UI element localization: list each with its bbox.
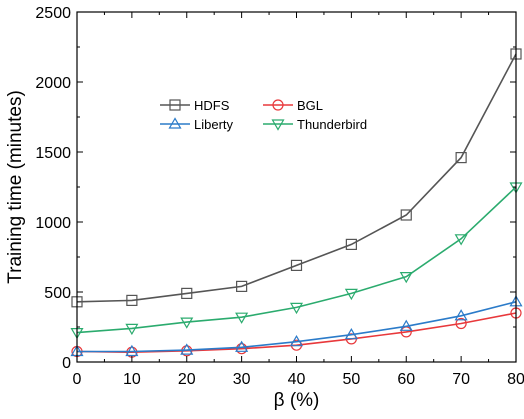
data-point-liberty (289, 335, 304, 347)
series-line-bgl (76, 312, 517, 354)
legend-marker-liberty (168, 117, 182, 129)
x-tick-label: 80 (507, 371, 524, 388)
data-point-thunderbird (289, 302, 304, 315)
data-point-thunderbird (235, 312, 249, 324)
y-axis-title: Training time (minutes) (5, 90, 26, 284)
data-point-hdfs (181, 287, 193, 299)
legend: HDFS BGL Liberty Thunderbird (160, 98, 367, 132)
legend-label-bgl: BGL (297, 98, 323, 113)
y-tick-label: 1000 (35, 215, 71, 232)
data-point-liberty (399, 319, 413, 331)
x-tick-label: 20 (178, 371, 196, 388)
x-tick-label: 70 (452, 371, 470, 388)
data-point-hdfs (290, 259, 303, 271)
data-point-thunderbird (180, 317, 194, 329)
legend-label-thunderbird: Thunderbird (297, 117, 367, 132)
series-line-thunderbird (76, 186, 517, 334)
data-point-thunderbird (399, 272, 413, 284)
data-point-hdfs (345, 238, 357, 250)
legend-label-hdfs: HDFS (194, 98, 230, 113)
x-tick-label: 0 (73, 371, 82, 388)
x-tick-label: 30 (233, 371, 251, 388)
x-tick-label: 10 (123, 371, 141, 388)
legend-marker-hdfs (169, 99, 181, 111)
data-point-bgl (236, 343, 248, 355)
y-tick-label: 0 (62, 355, 71, 372)
tick-labels: 0 10 20 30 40 50 60 70 80 0 500 1000 1500 2000 2500 (35, 5, 524, 388)
legend-marker-thunderbird (271, 119, 285, 131)
data-point-hdfs (400, 209, 412, 221)
plot-marks (70, 48, 523, 358)
data-point-thunderbird (344, 288, 358, 301)
data-point-liberty (235, 340, 249, 352)
data-point-liberty (180, 343, 194, 355)
series-line-hdfs (76, 53, 517, 303)
y-tick-label: 2500 (35, 5, 71, 22)
data-point-thunderbird (125, 323, 139, 336)
data-point-liberty (125, 344, 139, 357)
legend-label-liberty: Liberty (194, 117, 234, 132)
x-tick-label: 60 (397, 371, 415, 388)
data-point-liberty (454, 309, 468, 321)
data-point-hdfs (455, 152, 467, 164)
y-tick-label: 2000 (35, 75, 71, 92)
data-point-liberty (344, 328, 358, 340)
x-tick-label: 40 (288, 371, 306, 388)
axes (76, 11, 517, 363)
data-point-hdfs (236, 280, 248, 292)
x-axis-title: β (%) (274, 390, 320, 411)
series-line-liberty (77, 301, 517, 353)
y-tick-label: 500 (44, 285, 71, 302)
plot-frame (76, 11, 517, 363)
data-point-hdfs (126, 294, 138, 306)
y-tick-label: 1500 (35, 145, 71, 162)
x-tick-label: 50 (342, 371, 360, 388)
legend-marker-bgl (272, 99, 284, 111)
data-point-bgl (455, 317, 467, 330)
data-point-thunderbird (454, 234, 468, 246)
